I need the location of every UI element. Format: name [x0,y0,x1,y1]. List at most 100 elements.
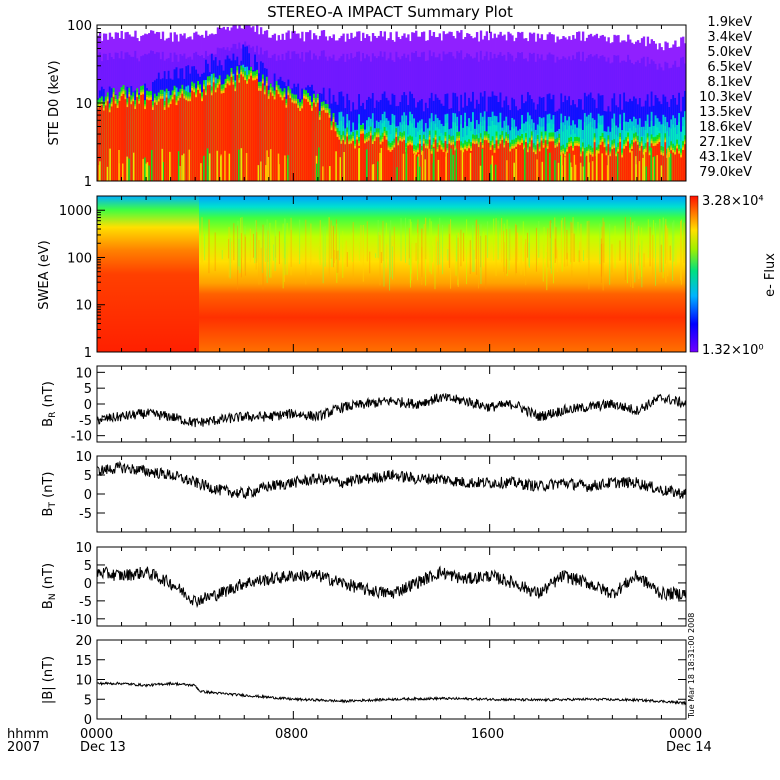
ste-band-column [391,149,394,181]
swea-streak [600,243,602,284]
ste-band-column [572,150,575,181]
ste-flicker-mark [579,162,582,181]
ste-flicker-mark [245,153,248,181]
ste-band-column [330,130,333,181]
swea-streak [411,243,413,281]
ste-flicker-mark [151,149,153,181]
ste-band-column [532,152,536,181]
bt-axes-frame [96,455,687,533]
swea-streak [652,234,654,279]
ste-band-column [326,112,330,181]
swea-streak [524,243,526,276]
swea-streak [252,233,254,258]
swea-streak [472,224,474,272]
br-ytick-label: 10 [75,366,92,381]
swea-streak [554,217,556,260]
ste-band-column [426,148,430,181]
ste-band-column [558,142,561,181]
ste-band-column [104,105,108,181]
swea-streak [338,229,340,261]
ste-legend-entry: 6.5keV [707,60,752,75]
swea-streak [418,244,420,264]
ste-flicker-mark [643,148,646,181]
ste-legend-entry: 43.1keV [699,150,752,165]
ste-band-column [460,150,463,181]
swea-panel: 1 10 100 1000 SWEA (eV) 3.28×10⁴ 1.32×10⁰ e… [37,194,778,361]
ste-band-column [214,92,218,181]
swea-streak [556,247,558,261]
swea-streak [439,217,441,265]
swea-streak [566,252,568,267]
ste-flicker-mark [545,147,547,181]
ste-band-column [157,101,161,181]
ste-band-column [674,154,677,181]
ste-band-column [493,152,496,181]
ste-band-column [540,140,544,181]
swea-streak [460,229,462,267]
swea-streak [283,242,285,282]
ste-band-column [261,83,265,181]
ste-flicker-mark [418,166,421,181]
ste-band-column [501,140,504,181]
ste-band-column [281,100,284,181]
ste-flicker-mark [122,163,124,181]
ste-flicker-mark [315,163,318,181]
swea-streak [369,251,371,274]
bmag-ytick-label: 5 [84,693,92,708]
swea-streak [272,244,274,261]
ste-band-column [446,152,449,181]
ste-band-column [293,103,296,181]
swea-streak [556,249,558,272]
ste-flicker-mark [515,149,517,181]
ste-band-column [336,136,339,181]
swea-streak [238,238,240,267]
ste-band-column [114,103,118,181]
ste-band-column [106,101,110,181]
ste-flicker-mark [402,153,405,181]
swea-streak [624,217,626,280]
ste-flicker-mark [145,163,147,181]
swea-streak [528,242,530,267]
ste-flicker-mark [479,165,482,181]
bt-ytick-label: 0 [84,488,92,503]
ste-flicker-mark [668,157,670,181]
ste-band-column [507,142,510,181]
ste-band-column [367,140,371,181]
ste-flicker-mark [322,166,324,181]
ste-flicker-mark [376,161,379,181]
ste-flicker-mark [366,149,368,181]
swea-streak [415,242,417,262]
ste-band-column [116,108,119,181]
ste-legend-entry: 5.0keV [707,45,752,60]
bn-ylabel: BN (nT) [41,563,58,609]
ste-band-column [680,157,683,181]
ste-flicker-mark [607,155,610,181]
swea-streak [450,219,452,289]
ste-band-column [422,143,426,181]
ste-band-column [477,147,481,181]
ste-flicker-mark [128,158,130,181]
ste-legend-entry: 27.1keV [699,135,752,150]
ste-band-column [185,100,188,181]
ste-band-column [648,155,652,181]
swea-streak [278,231,280,265]
swea-streak [417,232,419,281]
ste-band-column [371,144,375,181]
ste-legend-entry: 10.3keV [699,90,752,105]
ste-flicker-mark [573,154,576,181]
swea-streak [221,249,223,260]
ste-flicker-mark [583,150,586,181]
ste-flicker-mark [146,162,149,181]
swea-streak [240,217,241,270]
ste-flicker-mark [652,157,655,181]
swea-streak [664,224,666,264]
ste-band-column [224,87,227,181]
ste-flicker-mark [126,156,128,181]
ste-band-column [344,144,347,181]
ste-band-column [377,137,381,181]
swea-streak [601,226,603,279]
swea-y-ticks: 1 10 100 1000 [59,204,105,361]
swea-streak [421,228,423,286]
ste-flicker-mark [536,159,538,181]
ste-band-column [175,105,178,181]
